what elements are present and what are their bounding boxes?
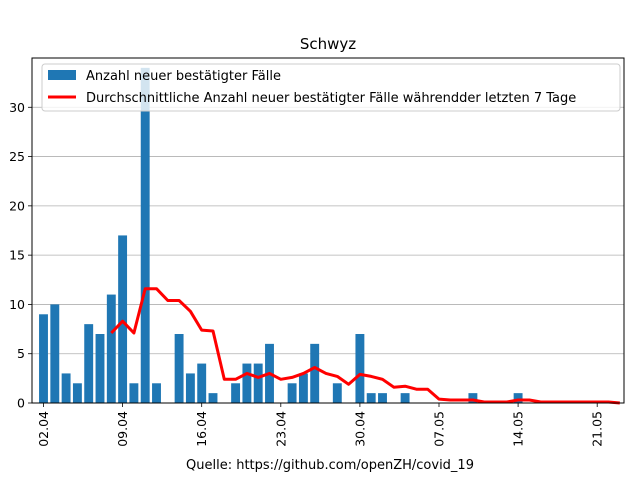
bar [513,393,523,403]
y-tick-label: 20 [9,198,25,213]
x-tick-label: 14.05 [511,411,526,447]
bar [50,304,60,403]
x-tick-label: 09.04 [115,411,130,447]
bar [400,393,410,403]
bar [118,235,128,403]
y-tick-label: 0 [17,396,25,411]
y-tick-label: 25 [9,149,25,164]
x-tick-label: 21.05 [590,411,605,447]
bar [298,373,308,403]
bar [468,393,478,403]
bar [152,383,161,403]
bar [72,383,82,403]
x-tick-label: 02.04 [36,411,51,447]
legend: Anzahl neuer bestätigter Fälle Durchschn… [41,63,621,112]
bar [208,393,218,403]
bars [39,67,523,403]
legend-bar-swatch [48,70,76,80]
y-tick-label: 5 [17,346,25,361]
legend-line-label: Durchschnittliche Anzahl neuer bestätigt… [86,91,576,106]
x-tick-label: 07.05 [432,411,447,447]
y-tick-label: 10 [9,297,25,312]
bar [242,363,252,403]
bar [287,383,297,403]
bar [378,393,387,403]
bar [332,383,342,403]
bar [39,314,48,403]
x-tick-label: 16.04 [194,411,209,447]
bar [197,363,207,403]
bar [129,383,139,403]
bar [231,383,241,403]
bar [185,373,195,403]
moving-average-line [110,287,620,405]
x-tick-label: 30.04 [352,411,367,447]
x-tick-label: 23.04 [273,411,288,447]
y-tick-label: 30 [9,100,25,115]
bar [61,373,71,403]
bar [84,324,94,403]
y-tick-label: 15 [9,248,25,263]
x-axis-ticks: 02.04 09.04 16.04 23.04 30.04 07.05 14.05 21.05 [36,403,605,447]
bar [174,334,184,403]
bar [366,393,376,403]
chart-title: Schwyz [300,35,356,53]
source-caption: Quelle: https://github.com/openZH/covid_… [186,458,474,473]
plot-frame [31,57,625,404]
legend-bar-label: Anzahl neuer bestätigter Fälle [86,69,281,84]
bar [106,294,116,403]
bar [140,67,150,403]
bar [95,334,105,403]
legend-box [41,63,621,112]
bar [310,343,320,403]
bar [355,334,365,403]
y-axis-ticks: 0 5 10 15 20 25 30 [9,100,32,411]
bar [253,363,263,403]
